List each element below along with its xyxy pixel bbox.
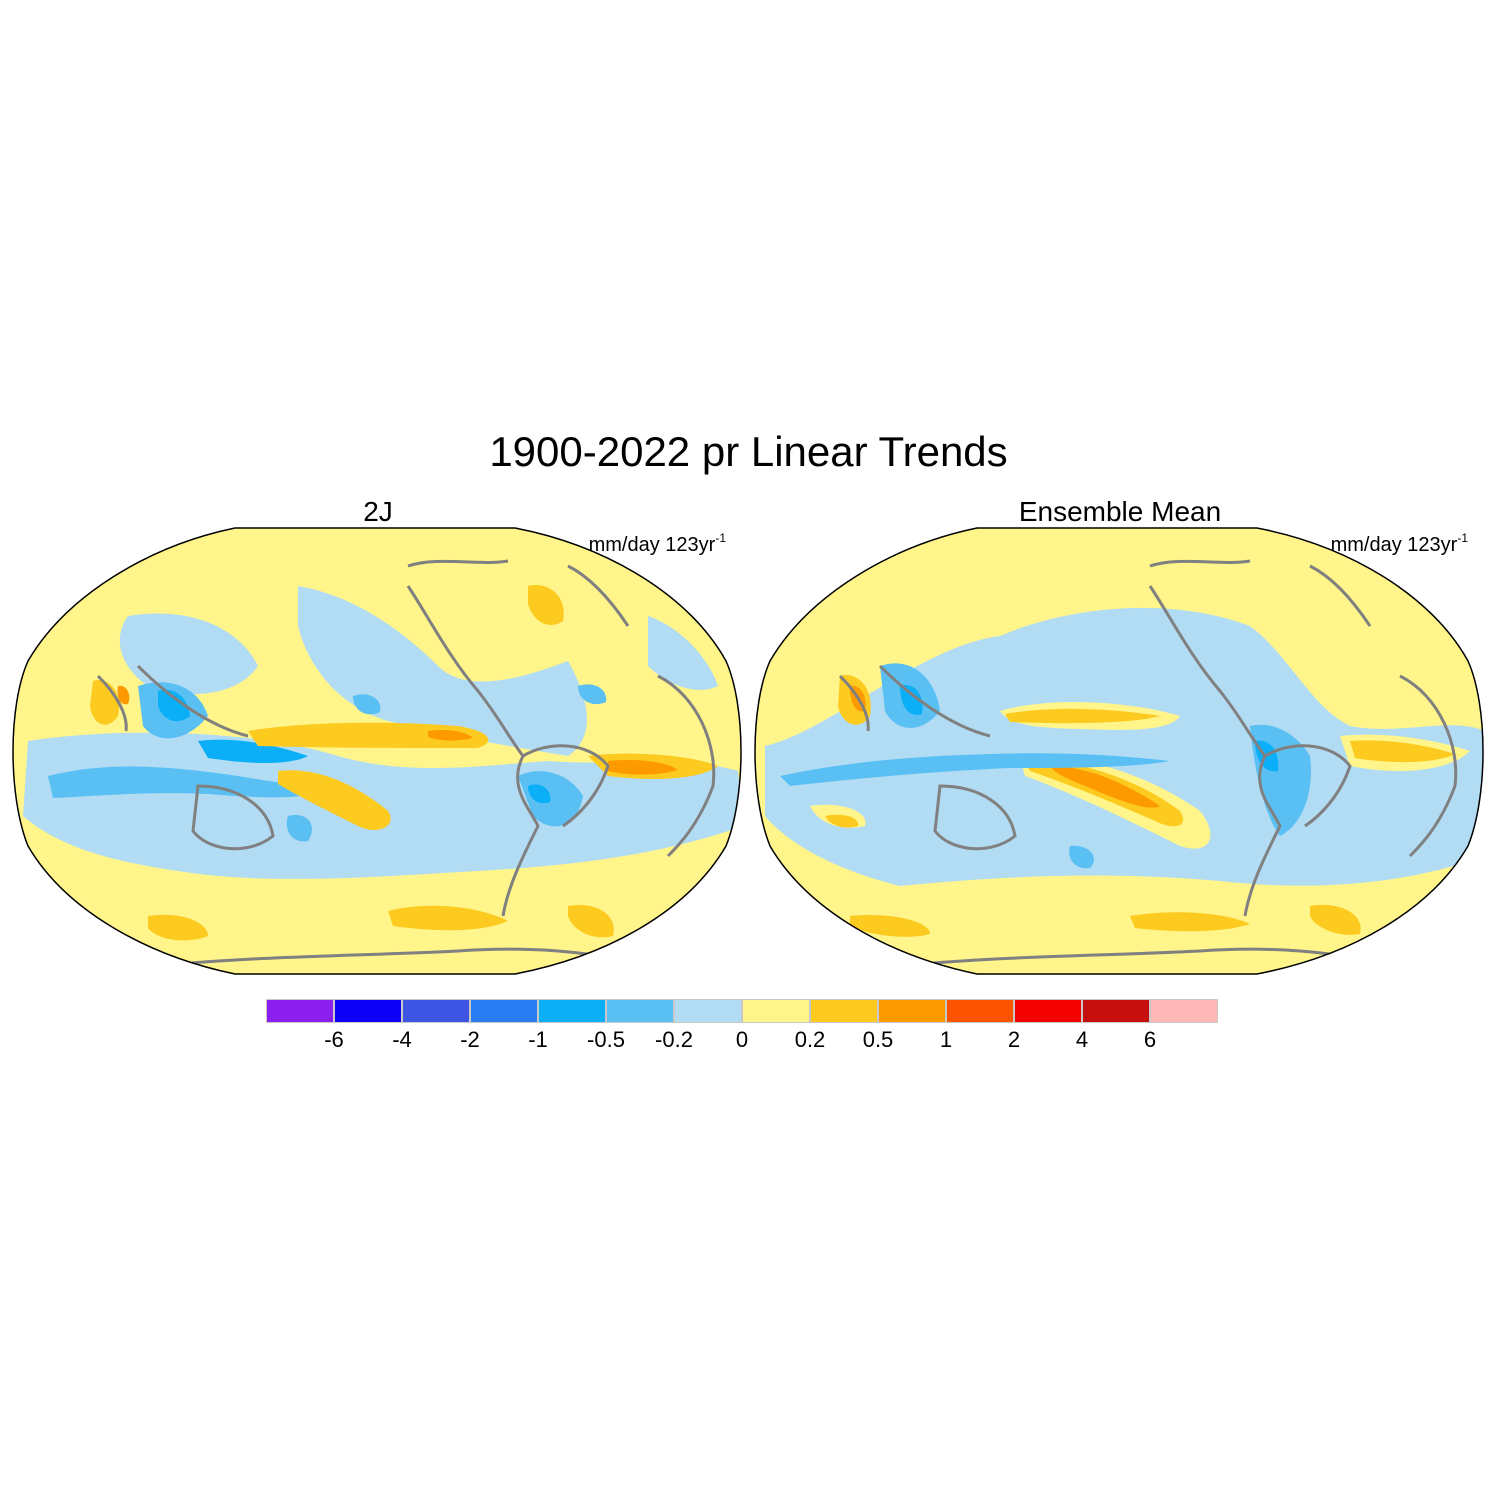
colorbar-tick-label: -0.2 (655, 1027, 693, 1052)
colorbar-swatch (1150, 999, 1218, 1023)
colorbar-swatch (538, 999, 606, 1023)
colorbar-tick-label: 2 (1007, 1027, 1021, 1052)
colorbar-swatch (946, 999, 1014, 1023)
precip-trend-map (754, 527, 1484, 975)
colorbar-swatch (674, 999, 742, 1023)
high-positive-regions (117, 685, 678, 775)
colorbar-swatch (266, 999, 334, 1023)
colorbar-swatch (1082, 999, 1150, 1023)
colorbar-swatch (470, 999, 538, 1023)
colorbar: -6 -4 -2 -1 -0.5 -0.2 0 0.2 0.5 1 2 4 6 (266, 999, 1226, 1059)
units-label: mm/day 123yr-1 (1330, 531, 1468, 556)
colorbar-tick-label: -6 (324, 1027, 344, 1052)
strong-negative-regions (158, 689, 551, 804)
map-panel-2j: 2J mm/day 123yr-1 (8, 492, 748, 982)
colorbar-tick-label: -0.5 (587, 1027, 625, 1052)
figure-title: 1900-2022 pr Linear Trends (489, 428, 1008, 475)
colorbar-tick-label: -2 (460, 1027, 480, 1052)
colorbar-swatch (402, 999, 470, 1023)
precip-trend-map (12, 527, 742, 975)
colorbar-swatch (742, 999, 810, 1023)
colorbar-tick-label: 4 (1075, 1027, 1089, 1052)
colorbar-swatch (1014, 999, 1082, 1023)
colorbar-swatch (334, 999, 402, 1023)
colorbar-swatch (810, 999, 878, 1023)
panel-title: 2J (363, 496, 393, 527)
colorbar-tick-label: 0.5 (862, 1027, 894, 1052)
colorbar-tick-label: 0 (735, 1027, 749, 1052)
coastlines (96, 559, 716, 968)
negative-trend-regions (23, 586, 741, 879)
map-border (12, 527, 742, 975)
negative-trend-regions (765, 607, 1483, 886)
colorbar-tick-label: 1 (939, 1027, 953, 1052)
map-panel-ensemble-mean: Ensemble Mean mm/day 123yr-1 (750, 492, 1490, 982)
colorbar-tick-label: -1 (528, 1027, 548, 1052)
colorbar-swatch (606, 999, 674, 1023)
colorbar-tick-label: -4 (392, 1027, 412, 1052)
colorbar-swatch (878, 999, 946, 1023)
map-border (754, 527, 1484, 975)
panel-title: Ensemble Mean (1018, 496, 1222, 527)
colorbar-tick-label: 6 (1143, 1027, 1157, 1052)
units-label: mm/day 123yr-1 (588, 531, 726, 556)
colorbar-tick-label: 0.2 (794, 1027, 826, 1052)
